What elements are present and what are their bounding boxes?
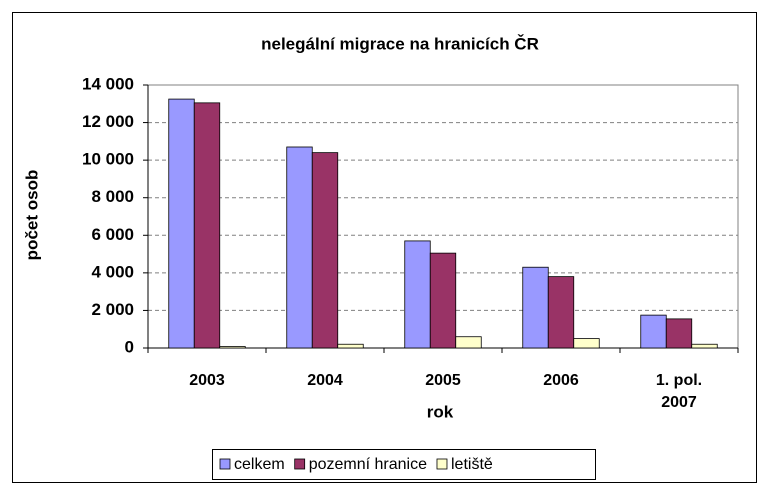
bar — [193, 102, 221, 349]
bar — [404, 240, 431, 349]
y-tick-label: 8 000 — [91, 187, 134, 206]
y-axis-label: počet osob — [22, 170, 41, 261]
legend-label: pozemní hranice — [309, 456, 427, 473]
x-tick-label: 2006 — [543, 372, 579, 389]
x-tick-label: 2003 — [189, 372, 225, 389]
y-tick-label: 2 000 — [91, 300, 134, 319]
bar — [522, 266, 549, 349]
y-tick-label: 12 000 — [82, 112, 134, 131]
bar — [337, 343, 364, 349]
bar — [640, 314, 667, 349]
bar — [547, 276, 575, 349]
x-tick-label: 2005 — [425, 372, 461, 389]
legend-swatch — [436, 458, 448, 470]
legend-label: celkem — [234, 456, 285, 473]
y-tick-label: 10 000 — [82, 150, 134, 169]
y-tick-label: 4 000 — [91, 262, 134, 281]
bar — [311, 152, 339, 349]
bar — [455, 336, 482, 349]
legend-swatch — [219, 458, 231, 470]
y-tick-label: 0 — [125, 337, 134, 356]
bar — [219, 346, 246, 349]
bar — [286, 146, 313, 349]
x-tick-label: 1. pol. 2007 — [655, 372, 703, 411]
legend-label: letiště — [451, 456, 493, 473]
bar — [691, 343, 718, 349]
bar — [665, 318, 693, 349]
bar — [168, 98, 195, 349]
y-tick-label: 6 000 — [91, 225, 134, 244]
x-axis-label: rok — [427, 402, 454, 421]
legend-swatch — [294, 458, 306, 470]
chart-title: nelegální migrace na hranicích ČR — [261, 34, 539, 53]
x-tick-label: 2004 — [307, 372, 343, 389]
legend-box — [212, 449, 596, 480]
bar — [429, 252, 457, 349]
bar — [573, 338, 600, 349]
y-tick-label: 14 000 — [82, 74, 134, 93]
